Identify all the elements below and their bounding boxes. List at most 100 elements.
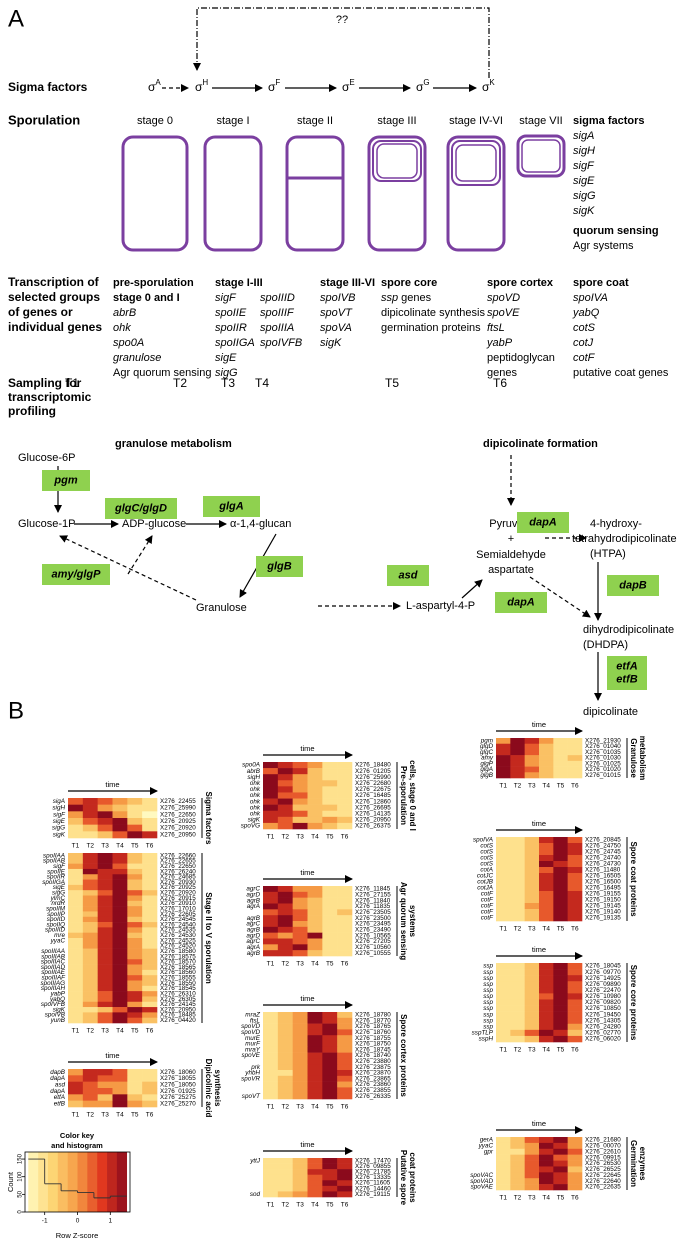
- sigma-letter: K: [489, 78, 495, 87]
- locus-id: X276_18060: [160, 1069, 196, 1076]
- sigma-factor: σF: [268, 78, 280, 94]
- timepoint: T3: [528, 926, 536, 933]
- gene: spoIVB: [320, 292, 355, 304]
- gene-label: ssp: [483, 1005, 493, 1012]
- heatmap-cell: [553, 1148, 568, 1155]
- metabolite: tetrahydrodipicolinate: [572, 533, 677, 545]
- timepoint: T6: [341, 1104, 349, 1111]
- gene-label: spoIID: [47, 916, 66, 923]
- enzyme: dapA: [507, 596, 535, 608]
- heatmap-cell: [68, 980, 84, 987]
- heatmap-cell: [292, 1070, 308, 1077]
- metabolite: dihydrodipicolinate: [583, 624, 674, 636]
- locus-id: X276_18485: [160, 1012, 196, 1019]
- timepoint: T6: [146, 843, 154, 850]
- heatmap-cell: [292, 822, 308, 830]
- heatmap-cell: [292, 762, 308, 769]
- stage-label: stage II: [297, 115, 333, 127]
- heatmap-cell: [142, 804, 158, 812]
- gene-label: spoVAC: [470, 1172, 493, 1179]
- heatmap-cell: [68, 964, 84, 971]
- heatmap-cell: [292, 932, 308, 939]
- heatmap-cell: [567, 1023, 583, 1031]
- locus-id: X276_02770: [585, 1030, 621, 1037]
- heatmap-cell: [524, 1184, 540, 1191]
- gene: genes: [487, 367, 517, 379]
- heatmap-title: systems: [408, 905, 417, 938]
- heatmap-cell: [322, 768, 338, 775]
- heatmap-cell: [292, 909, 308, 916]
- gene-label: yunB: [50, 1017, 65, 1024]
- heatmap-cell: [496, 1011, 511, 1018]
- heatmap-cell: [127, 874, 143, 880]
- heatmap-cell: [553, 1160, 568, 1167]
- locus-id: X276_22605: [160, 911, 196, 918]
- gene-label: pgm: [480, 738, 493, 745]
- sigma-factor: σH: [195, 78, 208, 94]
- gene-label: spoIIIAB: [41, 953, 65, 960]
- heatmap-cell: [142, 953, 158, 960]
- heatmap-cell: [263, 1191, 279, 1198]
- heatmap-cell: [112, 938, 128, 944]
- heatmap: [263, 1012, 353, 1100]
- heatmap-cell: [263, 1174, 279, 1181]
- heatmap-cell: [142, 858, 158, 864]
- timepoint: T1: [72, 843, 80, 850]
- heatmap-cell: [567, 760, 583, 767]
- heatmap-cell: [263, 1180, 279, 1187]
- heatmap-cell: [307, 1052, 323, 1059]
- gene-label: ohk: [250, 786, 261, 793]
- heatmap-cell: [127, 1075, 143, 1082]
- gene-name: spoVE: [487, 307, 520, 319]
- timepoint: T5: [131, 843, 139, 850]
- heatmap-cell: [567, 755, 583, 762]
- gene: spoIIID: [260, 292, 295, 304]
- gene-label: ssp: [483, 975, 493, 982]
- timepoint: T4: [116, 1112, 124, 1119]
- timepoint: T5: [326, 961, 334, 968]
- heatmap-cell: [97, 1094, 113, 1101]
- locus-id: X276_19135: [585, 915, 621, 922]
- heatmap-cell: [127, 1100, 143, 1108]
- locus-id: X276_22650: [160, 863, 196, 870]
- x-axis-label: Row Z-score: [56, 1231, 99, 1240]
- heatmap-cell: [567, 1005, 583, 1012]
- heatmap-cell: [539, 885, 554, 892]
- heatmap-cell: [277, 810, 293, 818]
- heatmap-cell: [127, 927, 143, 933]
- heatmap-cell: [539, 915, 554, 922]
- gene-name: ohk: [113, 322, 131, 334]
- heatmap-cell: [553, 903, 568, 910]
- heatmap-cell: [277, 886, 293, 893]
- gene-label: cotF: [481, 909, 494, 916]
- heatmap-cell: [263, 1017, 279, 1024]
- heatmap-cell: [539, 766, 554, 773]
- heatmap-cell: [263, 950, 279, 957]
- y-tick-label: 150: [18, 1153, 24, 1164]
- heatmap-cell: [567, 837, 583, 844]
- heatmap-cell: [553, 755, 568, 762]
- locus-id: X276_18570: [160, 959, 196, 966]
- heatmap-cell: [539, 843, 554, 850]
- heatmap-cell: [263, 1087, 279, 1094]
- heatmap-cell: [539, 1137, 554, 1144]
- gene: spo0A: [113, 337, 144, 349]
- heatmap: [263, 1158, 353, 1198]
- locus-id: X276_10980: [585, 993, 621, 1000]
- locus-id: X276_22660: [160, 852, 196, 859]
- heatmap-cell: [82, 927, 98, 933]
- locus-id: X276_20910: [160, 900, 196, 907]
- heatmap-cell: [524, 969, 540, 976]
- heatmap-cell: [553, 885, 568, 892]
- gene: sigH: [573, 145, 595, 157]
- heatmap-title: Agr quorum sensing: [399, 882, 408, 960]
- heatmap-cell: [68, 818, 84, 825]
- timepoint: T5: [131, 1112, 139, 1119]
- gene-label: ssp: [483, 969, 493, 976]
- heatmap-cell: [82, 938, 98, 944]
- gene-label: spoIIIAG: [41, 980, 66, 987]
- heatmap-cell: [322, 909, 338, 916]
- heatmap-cell: [142, 985, 158, 992]
- gene-label: spo0A: [242, 762, 260, 769]
- heatmap-cell: [307, 1087, 323, 1094]
